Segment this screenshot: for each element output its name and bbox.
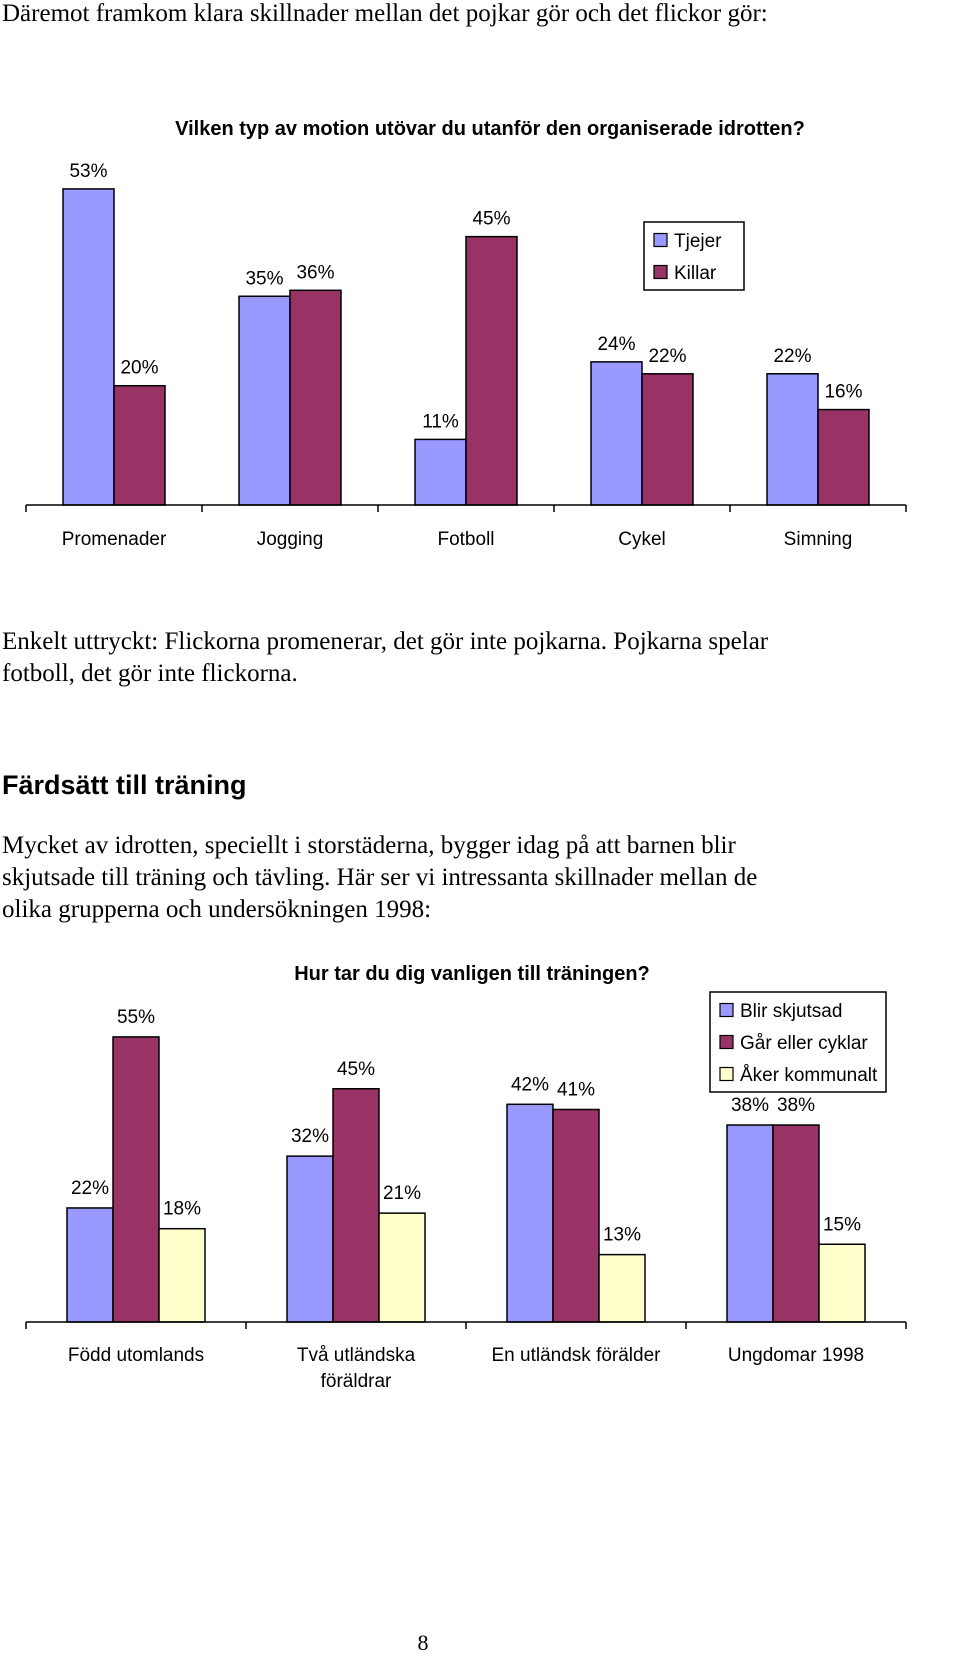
section-heading: Färdsätt till träning <box>2 770 247 800</box>
bar-går-eller-cyklar-född-utomlands <box>112 1036 160 1323</box>
legend-swatch-tjejer <box>653 232 668 248</box>
legend-swatch-blir-skjutsad <box>719 1002 734 1018</box>
legend-label-killar: Killar <box>674 263 717 284</box>
data-label-går-eller-cyklar-född-utomlands: 55% <box>117 1007 155 1028</box>
bar-går-eller-cyklar-två-utländska-föräldrar <box>332 1088 380 1323</box>
legend-label-går-eller-cyklar: Går eller cyklar <box>740 1033 868 1054</box>
category-label-promenader: Promenader <box>62 529 167 550</box>
data-label-blir-skjutsad-ungdomar-1998: 38% <box>731 1095 769 1116</box>
bar-åker-kommunalt-ungdomar-1998 <box>818 1243 866 1323</box>
bar-blir-skjutsad-en-utländsk-förälder <box>506 1103 554 1323</box>
bar-killar-simning <box>817 408 870 506</box>
legend-swatch-går-eller-cyklar <box>719 1034 734 1050</box>
data-label-tjejer-promenader: 53% <box>69 161 107 182</box>
data-label-går-eller-cyklar-en-utländsk-förälder: 41% <box>557 1079 595 1100</box>
category-label-en-utländsk-förälder: En utländsk förälder <box>492 1345 662 1366</box>
section-text: Mycket av idrotten, speciellt i storstäd… <box>2 832 758 923</box>
category-label-jogging: Jogging <box>257 529 324 550</box>
category-label-två-utländska-föräldrar-line2: föräldrar <box>321 1371 392 1392</box>
bar-tjejer-fotboll <box>414 438 467 506</box>
legend-label-åker-kommunalt: Åker kommunalt <box>740 1065 878 1086</box>
bar-tjejer-cykel <box>590 361 643 506</box>
data-label-går-eller-cyklar-två-utländska-föräldrar: 45% <box>337 1059 375 1080</box>
category-label-cykel: Cykel <box>618 529 666 550</box>
data-label-åker-kommunalt-en-utländsk-förälder: 13% <box>603 1225 641 1246</box>
data-label-killar-promenader: 20% <box>120 358 158 379</box>
data-label-åker-kommunalt-född-utomlands: 18% <box>163 1199 201 1220</box>
data-label-killar-fotboll: 45% <box>472 209 510 230</box>
chart-travel-to-training: Hur tar du dig vanligen till träningen? 2… <box>25 963 907 1392</box>
bar-tjejer-simning <box>766 373 819 506</box>
bar-blir-skjutsad-två-utländska-föräldrar <box>286 1155 334 1323</box>
legend-label-tjejer: Tjejer <box>674 231 722 252</box>
category-label-född-utomlands: Född utomlands <box>68 1345 204 1366</box>
bar-tjejer-promenader <box>62 188 115 506</box>
data-label-tjejer-jogging: 35% <box>245 268 283 289</box>
bar-blir-skjutsad-född-utomlands <box>66 1207 114 1323</box>
data-label-tjejer-simning: 22% <box>773 346 811 367</box>
bar-går-eller-cyklar-en-utländsk-förälder <box>552 1108 600 1323</box>
bar-blir-skjutsad-ungdomar-1998 <box>726 1124 774 1323</box>
data-label-tjejer-cykel: 24% <box>597 334 635 355</box>
data-label-åker-kommunalt-två-utländska-föräldrar: 21% <box>383 1183 421 1204</box>
bar-killar-fotboll <box>465 235 518 506</box>
data-label-går-eller-cyklar-ungdomar-1998: 38% <box>777 1095 815 1116</box>
bar-åker-kommunalt-född-utomlands <box>158 1227 206 1323</box>
bar-åker-kommunalt-två-utländska-föräldrar <box>378 1212 426 1323</box>
intro-text: Däremot framkom klara skillnader mellan … <box>2 0 768 27</box>
chart-title: Hur tar du dig vanligen till träningen? <box>294 963 650 985</box>
category-label-ungdomar-1998: Ungdomar 1998 <box>728 1345 864 1366</box>
data-label-blir-skjutsad-född-utomlands: 22% <box>71 1178 109 1199</box>
category-label-två-utländska-föräldrar-line1: Två utländska <box>297 1345 416 1366</box>
data-label-blir-skjutsad-två-utländska-föräldrar: 32% <box>291 1126 329 1147</box>
legend-box <box>709 991 887 1093</box>
bar-killar-promenader <box>113 384 166 506</box>
category-label-fotboll: Fotboll <box>437 529 494 550</box>
legend-label-blir-skjutsad: Blir skjutsad <box>740 1001 842 1022</box>
data-label-tjejer-fotboll: 11% <box>422 411 459 432</box>
page-number: 8 <box>417 1630 429 1655</box>
data-label-killar-cykel: 22% <box>648 346 686 367</box>
chart1-caption: Enkelt uttryckt: Flickorna promenerar, d… <box>2 628 769 687</box>
data-label-blir-skjutsad-en-utländsk-förälder: 42% <box>511 1074 549 1095</box>
data-label-åker-kommunalt-ungdomar-1998: 15% <box>823 1214 861 1235</box>
bar-går-eller-cyklar-ungdomar-1998 <box>772 1124 820 1323</box>
category-label-simning: Simning <box>784 529 853 550</box>
chart-title: Vilken typ av motion utövar du utanför d… <box>175 118 805 140</box>
bar-killar-jogging <box>289 289 342 506</box>
data-label-killar-simning: 16% <box>824 382 862 403</box>
chart-motion-type: Vilken typ av motion utövar du utanför d… <box>25 118 907 550</box>
bar-åker-kommunalt-en-utländsk-förälder <box>598 1253 646 1323</box>
data-label-killar-jogging: 36% <box>296 262 334 283</box>
bar-killar-cykel <box>641 373 694 506</box>
legend-swatch-killar <box>653 264 668 280</box>
bar-tjejer-jogging <box>238 295 291 506</box>
legend-swatch-åker-kommunalt <box>719 1066 734 1082</box>
